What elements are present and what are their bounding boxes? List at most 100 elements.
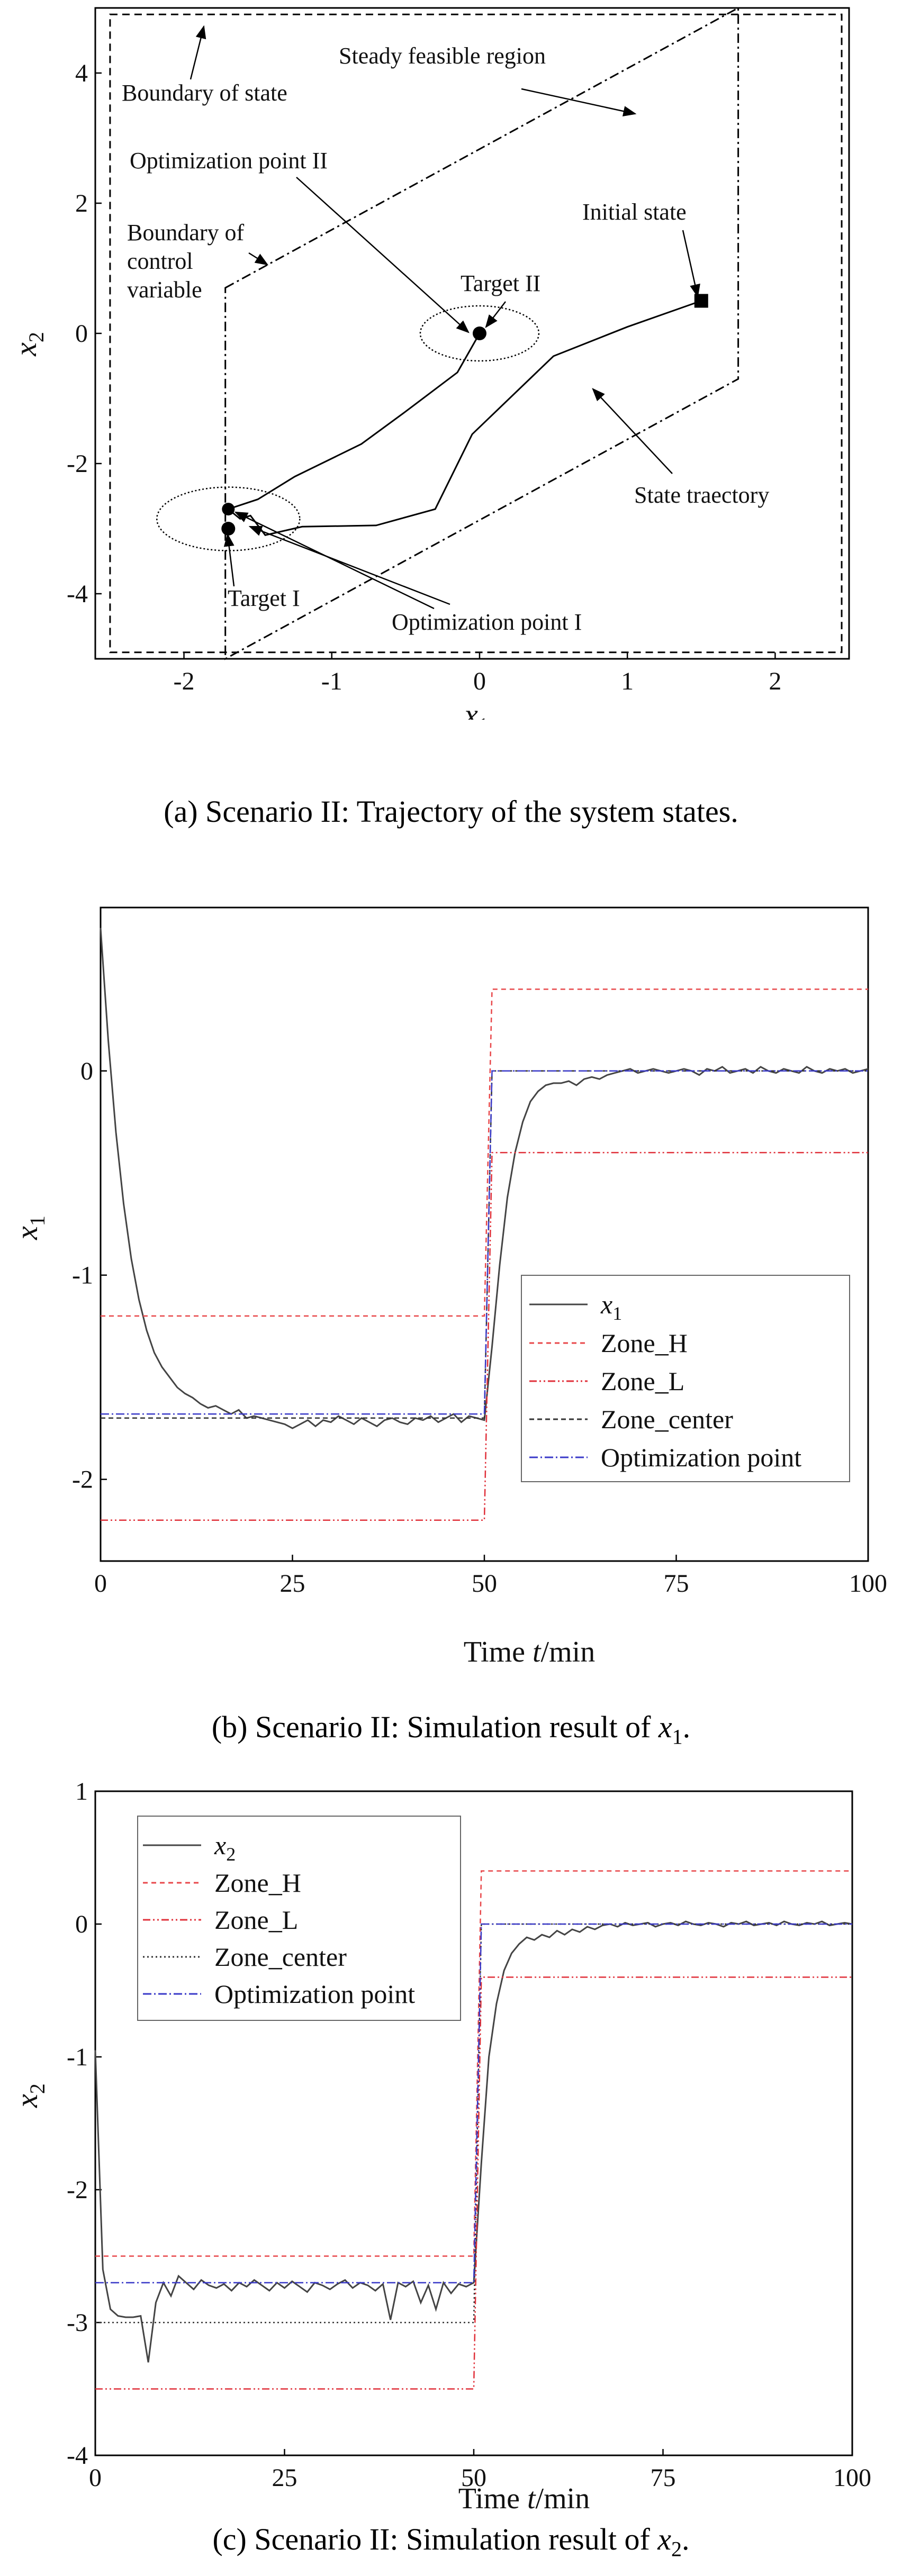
c-ylabel-var: x <box>10 2094 44 2108</box>
c-xlabel-prefix: Time <box>458 2482 527 2515</box>
c-xtick-label: 100 <box>833 2464 871 2492</box>
c-xtick-label: 0 <box>89 2464 102 2492</box>
c-ytick-label: -3 <box>67 2309 88 2337</box>
b-xlabel-var: t <box>533 1636 542 1668</box>
legend-b-zone-h: Zone_H <box>601 1328 688 1358</box>
legend-c: x2 Zone_H Zone_L Zone_center Optimizatio… <box>137 1816 461 2021</box>
b-xlabel-prefix: Time <box>464 1636 533 1668</box>
a-ytick-label: 2 <box>75 189 88 217</box>
caption-c-var: x <box>657 2522 672 2556</box>
b-series-zone_h <box>101 988 868 1317</box>
a-xlabel-sub: 1 <box>478 713 489 720</box>
arrow-opt-point-1a <box>248 525 450 605</box>
legend-c-box <box>137 1816 461 2021</box>
legend-b-zone-center: Zone_center <box>601 1404 733 1434</box>
arrow-boundary-state <box>190 25 206 80</box>
ann-boundary-state: Boundary of state <box>122 80 287 106</box>
b-xtick-label: 50 <box>472 1570 497 1598</box>
c-xlabel-suffix: /min <box>536 2482 590 2515</box>
b-series-x1 <box>100 928 869 1429</box>
a-xtick-label: 1 <box>621 667 634 695</box>
ann-target-1: Target I <box>228 585 300 611</box>
arrow-target-1 <box>223 533 235 587</box>
c-xtick-label: 75 <box>651 2464 676 2492</box>
c-series-x2 <box>94 1920 853 2363</box>
a-xtick-label: -2 <box>174 667 195 695</box>
target-2-zone <box>419 305 540 362</box>
legend-c-zone-h: Zone_H <box>214 1868 301 1898</box>
caption-c-sub: 2 <box>671 2537 682 2561</box>
legend-c-x-sub: 2 <box>226 1844 236 1865</box>
ann-target-2: Target II <box>461 270 540 296</box>
ann-boundary-control-2: control <box>127 248 193 274</box>
target-1-zone <box>156 486 301 551</box>
c-xlabel: Time t/min <box>458 2482 590 2515</box>
a-xtick-label: 2 <box>769 667 781 695</box>
legend-c-x-var: x <box>214 1830 226 1860</box>
state-trajectory <box>227 300 702 536</box>
caption-a: (a) Scenario II: Trajectory of the syste… <box>164 794 738 829</box>
legend-b-opt: Optimization point <box>601 1443 801 1472</box>
arrow-opt-point-1b <box>234 511 435 610</box>
c-ytick-label: 1 <box>75 1778 88 1806</box>
a-ytick-label: 4 <box>75 59 88 87</box>
a-xtick-label: 0 <box>473 667 486 695</box>
arrow-state-trajectory <box>592 388 673 474</box>
b-xlabel: Time t/min <box>464 1636 595 1668</box>
b-ytick-label: -1 <box>72 1262 93 1290</box>
caption-c-suffix: . <box>682 2522 690 2556</box>
c-series-optimization-point <box>95 1923 852 2283</box>
caption-c: (c) Scenario II: Simulation result of x2… <box>0 2521 902 2562</box>
caption-b-sub: 1 <box>672 1725 683 1749</box>
legend-c-opt: Optimization point <box>214 1979 415 2009</box>
c-ylabel: x2 <box>10 2083 49 2108</box>
ann-boundary-control-3: variable <box>127 277 202 303</box>
caption-b: (b) Scenario II: Simulation result of x1… <box>0 1709 902 1749</box>
initial-state-marker <box>694 294 708 308</box>
b-ytick-label: 0 <box>80 1057 93 1085</box>
c-xtick-label: 50 <box>461 2464 486 2492</box>
legend-b: x1 Zone_H Zone_L Zone_center Optimizatio… <box>521 1275 850 1482</box>
c-ytick-label: -4 <box>67 2442 88 2470</box>
c-ylabel-sub: 2 <box>25 2083 49 2094</box>
legend-b-zone-l: Zone_L <box>601 1366 684 1396</box>
a-ylabel-sub: 2 <box>24 332 48 342</box>
arrow-target-2 <box>485 301 506 328</box>
legend-c-zone-l: Zone_L <box>214 1905 298 1935</box>
a-xlabel: x1 <box>464 697 489 720</box>
caption-b-var: x <box>658 1710 672 1744</box>
b-xtick-label: 0 <box>94 1570 107 1598</box>
b-ylabel: x1 <box>10 1216 49 1240</box>
arrow-initial-state <box>682 230 700 298</box>
c-xlabel-var: t <box>527 2482 536 2515</box>
b-ytick-label: -2 <box>72 1466 93 1494</box>
a-ytick-label: -4 <box>67 580 88 608</box>
legend-c-zone-center: Zone_center <box>214 1942 347 1972</box>
a-ytick-label: -2 <box>67 450 88 478</box>
b-ylabel-sub: 1 <box>25 1216 49 1226</box>
target-2-marker <box>472 326 486 340</box>
c-series-zone_l <box>95 1976 852 2390</box>
state-boundary <box>109 13 843 654</box>
legend-b-box <box>521 1275 850 1482</box>
a-xtick-label: -1 <box>321 667 342 695</box>
target-1-marker <box>221 522 236 536</box>
b-xtick-label: 25 <box>280 1570 305 1598</box>
a-ylabel-var: x <box>8 342 43 357</box>
legend-b-x-sub: 1 <box>612 1303 622 1324</box>
ann-opt-point-1: Optimization point I <box>392 609 582 635</box>
b-xtick-label: 75 <box>664 1570 689 1598</box>
legend-c-x: x2 <box>214 1830 236 1865</box>
c-ytick-label: 0 <box>75 1910 88 1938</box>
a-ytick-label: 0 <box>75 320 88 348</box>
arrow-boundary-control <box>248 252 269 266</box>
ann-state-trajectory: State traectory <box>634 482 769 508</box>
legend-b-x-var: x <box>600 1290 612 1319</box>
b-ylabel-var: x <box>10 1226 44 1240</box>
a-ylabel: x2 <box>8 332 48 357</box>
c-series-zone_h <box>95 1870 852 2257</box>
arrow-steady-region <box>521 88 637 116</box>
ann-boundary-control-1: Boundary of <box>127 220 245 246</box>
chart-c: 0 25 50 75 100-4-3-2-101 Time t/min x2 x2 Zo… <box>10 1778 871 2515</box>
